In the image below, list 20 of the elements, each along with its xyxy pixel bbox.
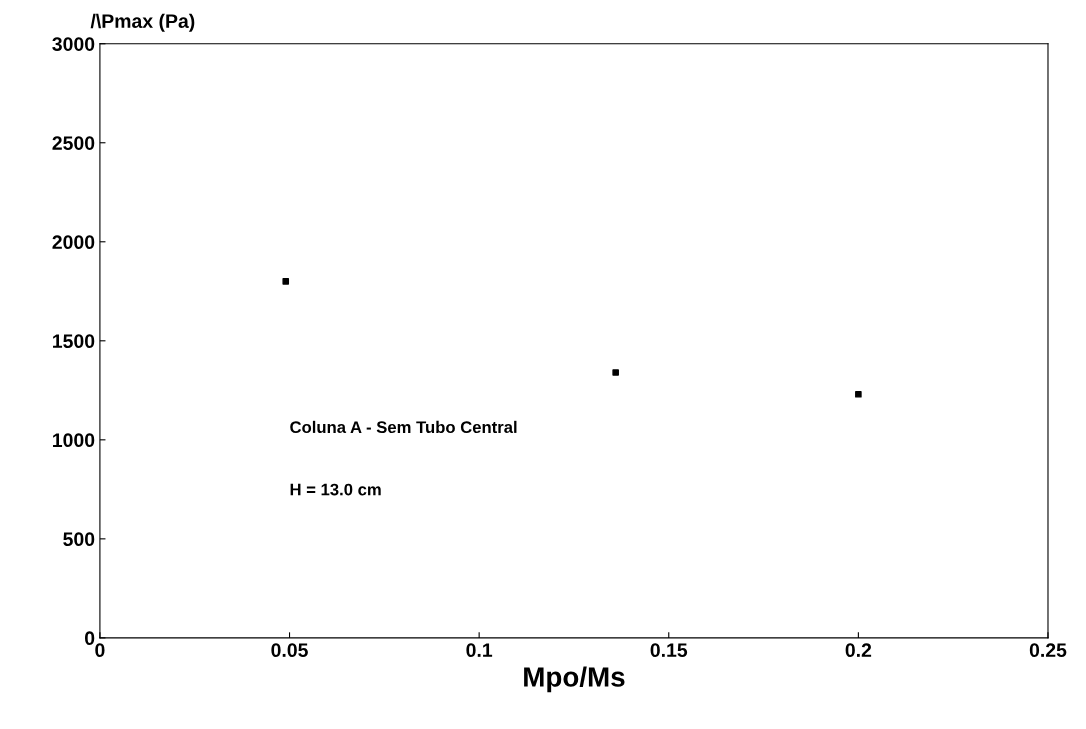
y-tick-label: 3000 — [52, 37, 95, 51]
x-tick-label: 0.05 — [271, 643, 308, 658]
x-tick-label: 0.2 — [845, 643, 872, 658]
y-tick-label: 0 — [85, 631, 95, 646]
x-tick-label: 0.1 — [466, 643, 493, 658]
y-tick-label: 1500 — [53, 334, 95, 349]
x-axis-title: Mpo/Ms — [524, 666, 625, 693]
y-tick-label: 2500 — [52, 136, 95, 150]
point — [612, 369, 619, 376]
x-tick-label: 0 — [95, 643, 105, 658]
y-tick-label: 2000 — [52, 235, 95, 250]
y-axis-title: /\Pmax (Pa) — [90, 13, 195, 32]
y-tick-label: 1000 — [53, 433, 95, 448]
y-tick-label: 500 — [63, 532, 95, 547]
point — [855, 390, 862, 398]
annotation: H = 13.0 cm — [290, 483, 381, 496]
annotation: Coluna A - Sem Tubo Central — [290, 420, 517, 434]
point — [282, 278, 290, 285]
x-tick-label: 0.15 — [650, 643, 688, 658]
x-tick-label: 0.25 — [1029, 643, 1067, 658]
